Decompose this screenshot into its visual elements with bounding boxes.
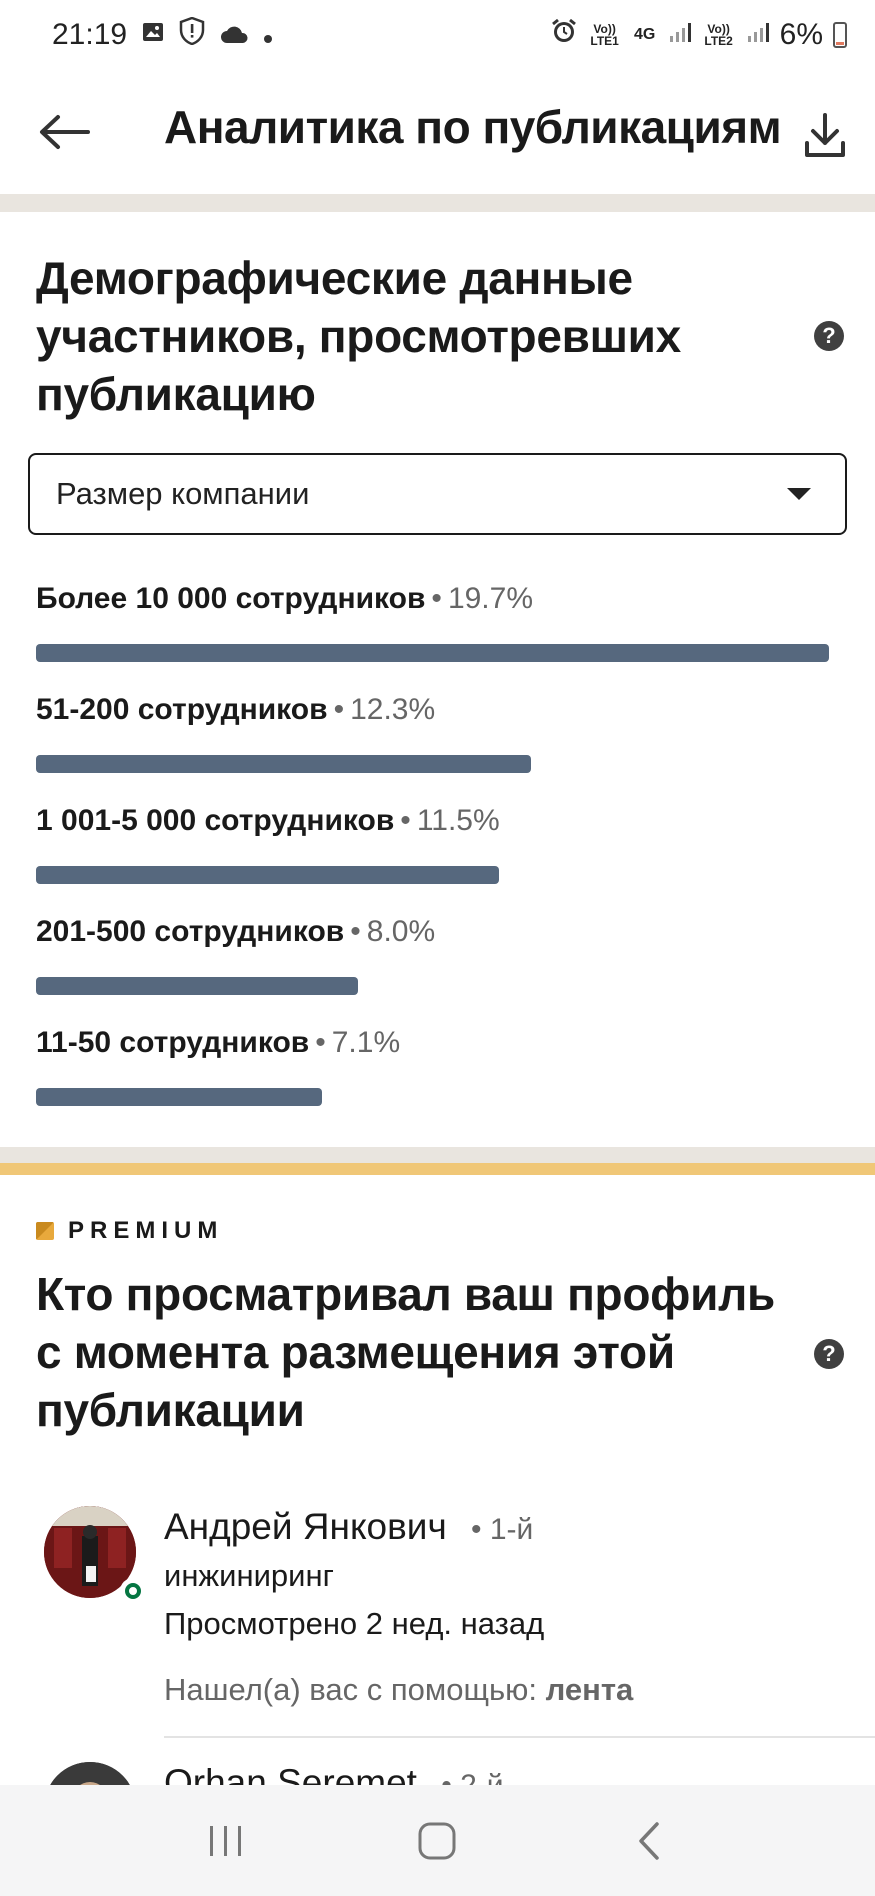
chevron-left-icon xyxy=(639,1821,659,1860)
recent-apps-icon xyxy=(209,1825,241,1856)
separator-dot: • xyxy=(333,693,345,726)
section-divider xyxy=(0,194,875,212)
network-lte2-label: Vo)) LTE2 xyxy=(704,22,733,48)
back-nav-button[interactable] xyxy=(609,1801,689,1881)
demographic-bar-track xyxy=(36,866,829,884)
found-via-source: лента xyxy=(545,1672,634,1707)
status-left: 21:19 xyxy=(52,16,273,53)
demographic-label: 201-500 сотрудников xyxy=(36,915,345,948)
demographic-percent: 7.1% xyxy=(331,1026,401,1059)
separator-dot: • xyxy=(400,804,411,837)
battery-icon xyxy=(833,22,847,48)
demographic-row: 11-50 сотрудников • 7.1% xyxy=(36,1026,836,1116)
shield-icon xyxy=(179,16,205,53)
demographic-percent: 8.0% xyxy=(366,915,436,948)
avatar[interactable] xyxy=(44,1506,136,1598)
profile-viewers-title-line: с момента размещения этой xyxy=(36,1326,675,1378)
demographic-row-text: Более 10 000 сотрудников • 19.7% xyxy=(36,582,836,616)
premium-divider xyxy=(0,1163,875,1175)
recent-apps-button[interactable] xyxy=(186,1801,266,1881)
caret-down-icon xyxy=(787,488,811,500)
demographics-title-line: Демографические данные xyxy=(36,252,633,304)
demographic-row-text: 11-50 сотрудников • 7.1% xyxy=(36,1026,836,1060)
demographic-percent: 19.7% xyxy=(447,582,534,615)
demographic-percent: 12.3% xyxy=(350,693,436,726)
premium-badge-icon xyxy=(36,1222,54,1240)
demographic-row: 1 001-5 000 сотрудников • 11.5% xyxy=(36,804,836,894)
viewer-name-text: Андрей Янкович xyxy=(164,1506,447,1547)
gallery-icon xyxy=(141,18,165,52)
home-button[interactable] xyxy=(397,1801,477,1881)
back-button[interactable] xyxy=(36,104,92,160)
viewer-view-time: Просмотрено 2 нед. назад xyxy=(164,1606,545,1641)
demographic-label: 11-50 сотрудников xyxy=(36,1026,310,1059)
list-separator xyxy=(164,1736,875,1738)
system-nav-bar xyxy=(0,1785,875,1896)
demographics-title-line: публикацию xyxy=(36,368,316,420)
viewer-found-via: Нашел(а) вас с помощью: лента xyxy=(164,1672,633,1708)
help-icon[interactable]: ? xyxy=(814,321,844,351)
demographic-bar-track xyxy=(36,1088,829,1106)
demographic-bar xyxy=(36,1088,322,1106)
viewer-list-item[interactable]: Андрей Янкович • 1-й инжиниринг Просмотр… xyxy=(36,1506,846,1708)
connection-degree: • 1-й xyxy=(471,1513,534,1546)
demographics-title-line: участников, просмотревших xyxy=(36,310,681,362)
cloud-icon xyxy=(219,18,249,52)
separator-dot: • xyxy=(350,915,361,948)
network-lte1-label: Vo)) LTE1 xyxy=(590,22,619,48)
notification-dot-icon xyxy=(263,18,273,52)
demographic-bar xyxy=(36,977,358,995)
alarm-icon xyxy=(550,17,578,53)
section-divider xyxy=(0,1147,875,1163)
demographic-label: 1 001-5 000 сотрудников xyxy=(36,804,395,837)
home-icon xyxy=(418,1822,456,1859)
status-time: 21:19 xyxy=(52,18,128,51)
premium-tag: PREMIUM xyxy=(36,1217,223,1245)
separator-dot: • xyxy=(315,1026,326,1059)
signal-icon xyxy=(668,18,692,52)
demographic-row-text: 1 001-5 000 сотрудников • 11.5% xyxy=(36,804,836,838)
premium-label: PREMIUM xyxy=(68,1217,224,1244)
demographic-row: 201-500 сотрудников • 8.0% xyxy=(36,915,836,1005)
demographic-row: 51-200 сотрудников • 12.3% xyxy=(36,693,836,783)
dropdown-value: Размер компании xyxy=(56,476,310,511)
demographic-label: 51-200 сотрудников xyxy=(36,693,328,726)
profile-viewers-title-line: Кто просматривал ваш профиль xyxy=(36,1268,775,1320)
profile-viewers-title-line: публикации xyxy=(36,1384,305,1436)
demographic-percent: 11.5% xyxy=(416,804,500,837)
status-bar: 21:19 Vo)) LTE1 4G Vo)) LTE2 6% xyxy=(0,0,875,70)
viewer-headline: инжиниринг xyxy=(164,1558,334,1593)
demographic-category-dropdown[interactable]: Размер компании xyxy=(28,453,847,535)
battery-percent: 6% xyxy=(779,18,823,51)
demographics-title: Демографические данные участников, просм… xyxy=(36,249,681,423)
demographic-row-text: 201-500 сотрудников • 8.0% xyxy=(36,915,836,949)
demographic-bar xyxy=(36,644,829,662)
demographic-bar-track xyxy=(36,977,829,995)
top-app-bar: Аналитика по публикациям xyxy=(0,70,875,194)
status-right: Vo)) LTE1 4G Vo)) LTE2 6% xyxy=(550,0,847,70)
demographic-bar xyxy=(36,755,531,773)
demographic-bar-track xyxy=(36,755,829,773)
network-type-label: 4G xyxy=(633,26,656,43)
demographic-label: Более 10 000 сотрудников xyxy=(36,582,426,615)
viewer-name[interactable]: Андрей Янкович • 1-й xyxy=(164,1506,533,1548)
found-via-prefix: Нашел(а) вас с помощью: xyxy=(164,1672,546,1707)
profile-viewers-title: Кто просматривал ваш профиль с момента р… xyxy=(36,1265,775,1439)
demographic-row-text: 51-200 сотрудников • 12.3% xyxy=(36,693,836,727)
download-button[interactable] xyxy=(800,110,850,160)
download-icon xyxy=(805,113,845,157)
demographic-bar xyxy=(36,866,499,884)
online-status-indicator xyxy=(120,1578,146,1604)
page-title: Аналитика по публикациям xyxy=(164,101,782,153)
help-icon[interactable]: ? xyxy=(814,1339,844,1369)
arrow-left-icon xyxy=(40,115,90,149)
demographic-bar-track xyxy=(36,644,829,662)
separator-dot: • xyxy=(431,582,442,615)
demographic-row: Более 10 000 сотрудников • 19.7% xyxy=(36,582,836,672)
signal-icon xyxy=(746,18,770,52)
